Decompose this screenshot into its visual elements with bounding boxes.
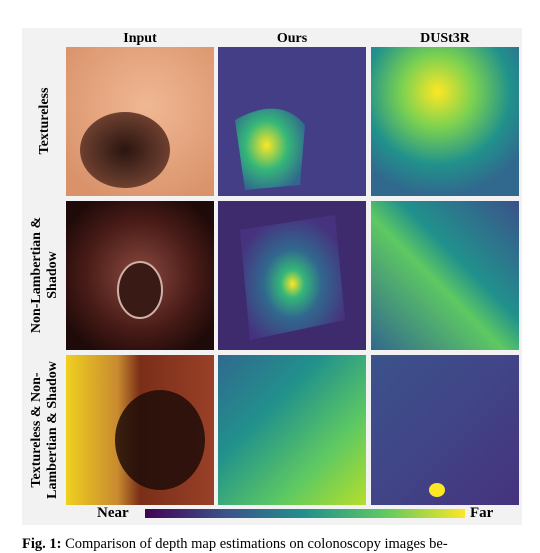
row-label: Non-Lambertian & Shadow (29, 200, 61, 350)
row-label: Textureless (37, 46, 53, 196)
row-label: Textureless & Non- Lambertian & Shadow (29, 355, 61, 505)
row-label-line: Lambertian & Shadow (45, 361, 60, 499)
row-label-line: Non-Lambertian & (29, 216, 44, 334)
row-label-line: Shadow (45, 251, 60, 299)
colorbar-high: Far (470, 505, 494, 521)
column-header: Ours (276, 31, 308, 46)
colorbar-low: Near (97, 505, 129, 521)
caption-text: Comparison of depth map estimations on c… (65, 536, 448, 552)
caption-label: Fig. 1: (22, 536, 62, 552)
row-label-line: Textureless (37, 87, 52, 155)
row-label-line: Textureless & Non- (29, 372, 44, 488)
column-header: Input (123, 31, 157, 46)
caption: Fig. 1: Comparison of depth map estimati… (22, 536, 448, 553)
column-header: DUSt3R (420, 31, 470, 46)
